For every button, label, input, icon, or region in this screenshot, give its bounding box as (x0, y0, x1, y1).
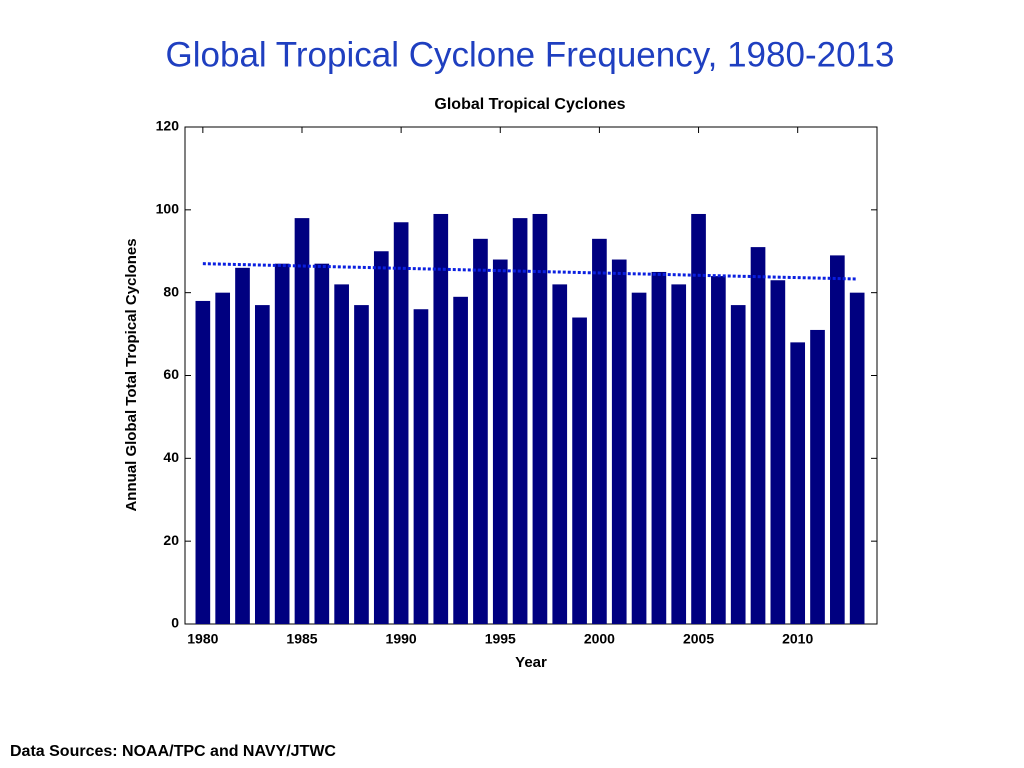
bar (691, 213, 706, 624)
bar (651, 271, 667, 624)
bar (195, 300, 211, 624)
x-tick-label: 2000 (584, 631, 615, 647)
bar (215, 292, 231, 624)
y-tick-label: 120 (156, 118, 180, 134)
bar (770, 280, 786, 624)
footer: Data Sources: NOAA/TPC and NAVY/JTWC (10, 743, 336, 760)
bar (572, 317, 587, 624)
bar (334, 284, 349, 624)
bar (254, 305, 270, 624)
x-tick-label: 1980 (187, 631, 218, 647)
bar (730, 305, 746, 624)
x-tick-label: 2010 (782, 631, 813, 647)
bar (492, 259, 508, 624)
x-axis-label: Year (515, 654, 547, 671)
bar (373, 251, 389, 624)
y-tick-label: 20 (163, 532, 179, 548)
bar (750, 247, 766, 624)
bar (413, 309, 429, 624)
bar (235, 267, 250, 624)
bar (453, 296, 468, 624)
x-tick-label: 1985 (286, 631, 317, 647)
x-tick-label: 2005 (683, 631, 714, 647)
bar (532, 213, 548, 624)
y-tick-label: 40 (163, 449, 179, 465)
trend-line (202, 262, 858, 281)
bar (790, 342, 806, 624)
bar (849, 292, 865, 624)
bar (552, 284, 568, 624)
bar (711, 276, 726, 624)
bar (473, 238, 488, 624)
x-tick-label: 1990 (386, 631, 417, 647)
y-tick-label: 100 (156, 201, 180, 217)
bar (671, 284, 687, 624)
bar (294, 218, 310, 624)
slide-title: Global Tropical Cyclone Frequency, 1980-… (166, 35, 895, 74)
x-tick-label: 1995 (485, 631, 516, 647)
y-tick-label: 0 (171, 615, 179, 631)
y-tick-label: 60 (163, 366, 179, 382)
bar (433, 213, 449, 624)
bar (393, 222, 409, 624)
y-tick-label: 80 (163, 283, 179, 299)
bar (592, 238, 607, 624)
bar (512, 218, 528, 624)
bar (611, 259, 627, 624)
bar (354, 305, 369, 624)
bar (314, 263, 330, 624)
bar (830, 255, 845, 624)
y-axis-label: Annual Global Total Tropical Cyclones (123, 238, 140, 511)
bar (810, 329, 825, 624)
bar (274, 263, 290, 624)
chart-title: Global Tropical Cyclones (434, 96, 625, 113)
bar (631, 292, 647, 624)
